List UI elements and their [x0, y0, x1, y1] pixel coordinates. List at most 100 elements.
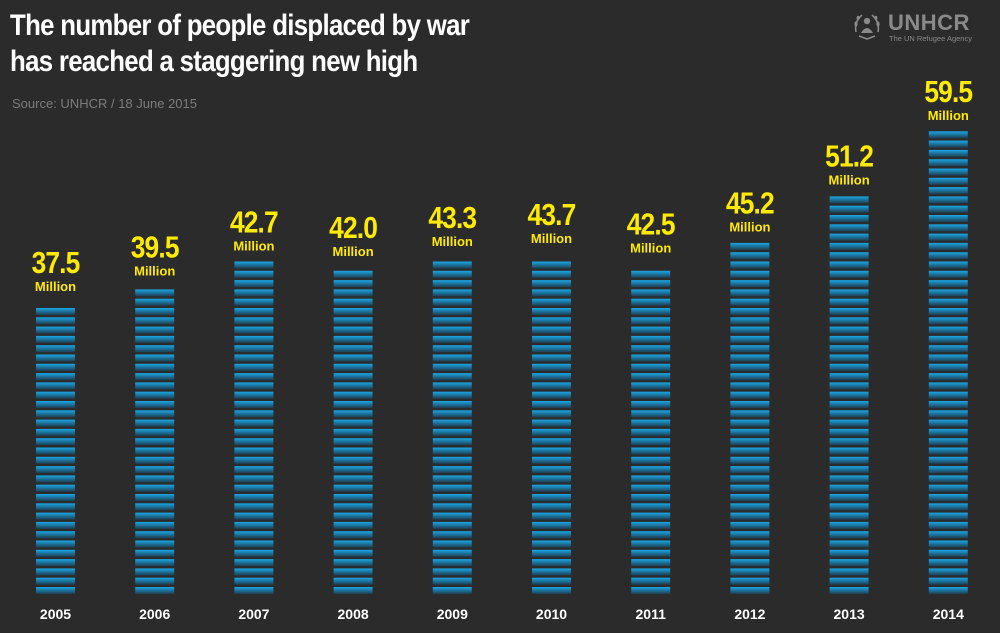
- bar-segment: [234, 373, 274, 381]
- bar-segment: [135, 373, 175, 381]
- bar-segment: [829, 466, 869, 474]
- bar-segment: [928, 503, 968, 511]
- bar-segment: [234, 512, 274, 520]
- bar-segment: [928, 168, 968, 176]
- bar-segment: [631, 568, 671, 576]
- bar-segment: [631, 447, 671, 455]
- bar-segment: [631, 456, 671, 464]
- x-tick-label: 2011: [636, 606, 667, 622]
- value-label: 43.7: [528, 198, 576, 232]
- value-label: 51.2: [825, 140, 873, 174]
- bar-segment: [730, 317, 770, 325]
- bar-segment: [829, 391, 869, 399]
- source-note: Source: UNHCR / 18 June 2015: [12, 96, 197, 111]
- bar-segment: [135, 577, 175, 585]
- bar-segment: [234, 438, 274, 446]
- bar-segment: [829, 419, 869, 427]
- bar-segment: [829, 456, 869, 464]
- bar-segment: [333, 559, 373, 567]
- bar-segment: [829, 438, 869, 446]
- bar-segment: [36, 549, 75, 557]
- bar-segment: [432, 466, 472, 474]
- bar-segment: [135, 354, 175, 362]
- bar-segment: [631, 382, 671, 390]
- bar-segment: [730, 559, 770, 567]
- logo-tagline: The UN Refugee Agency: [889, 34, 972, 43]
- bar-segment: [333, 531, 373, 539]
- bar-segment: [829, 289, 869, 297]
- unit-label: Million: [134, 264, 175, 279]
- bar-segment: [829, 494, 869, 501]
- x-tick-label: 2014: [933, 606, 964, 622]
- bar-segment: [730, 494, 770, 501]
- bar-segment: [234, 568, 274, 576]
- bar-segment: [631, 540, 671, 548]
- bar-segment: [532, 317, 571, 325]
- bar-segment: [829, 308, 869, 315]
- bar-segment: [333, 521, 373, 529]
- bar-segment: [730, 521, 770, 529]
- bar-segment: [928, 224, 968, 232]
- bar-segment: [432, 428, 472, 436]
- bar-segment: [432, 391, 472, 399]
- bar-segment: [928, 438, 968, 446]
- bar-segment: [432, 484, 472, 492]
- bar-segment: [928, 233, 968, 241]
- bar-segment: [532, 568, 571, 576]
- bar-segment: [135, 531, 175, 539]
- bar-segment: [928, 270, 968, 278]
- bar-segment: [333, 373, 373, 381]
- bar-segment: [829, 373, 869, 381]
- bar-segment: [234, 521, 274, 529]
- bar-segment: [829, 345, 869, 353]
- bar-segment: [333, 447, 373, 455]
- bar-segment: [333, 484, 373, 492]
- bar-segment: [928, 373, 968, 381]
- bar-segment: [333, 345, 373, 353]
- bar-segment: [234, 354, 274, 362]
- bar: [36, 308, 75, 594]
- bar-segment: [829, 298, 869, 306]
- bar-segment: [135, 326, 175, 334]
- bar-segment: [234, 410, 274, 418]
- bar-segment: [928, 242, 968, 250]
- bar-segment: [135, 540, 175, 548]
- value-label: 42.7: [230, 206, 278, 240]
- bar-segment: [532, 410, 571, 418]
- bar-segment: [829, 410, 869, 418]
- bar-segment: [432, 521, 472, 529]
- bar-segment: [36, 466, 75, 474]
- bar-segment: [135, 391, 175, 399]
- bar-segment: [829, 484, 869, 492]
- bar-segment: [36, 410, 75, 418]
- bar-segment: [432, 568, 472, 576]
- bar-segment: [928, 363, 968, 371]
- bar-segment: [333, 326, 373, 334]
- bar-segment: [829, 326, 869, 334]
- bar-segment: [928, 428, 968, 436]
- bar-segment: [730, 456, 770, 464]
- bar-segment: [928, 215, 968, 222]
- bar-segment: [532, 308, 571, 315]
- bar-segment: [234, 363, 274, 371]
- value-label: 45.2: [726, 186, 774, 220]
- bar-segment: [730, 512, 770, 520]
- bar-segment: [631, 391, 671, 399]
- bar-segment: [135, 308, 175, 315]
- bar-segment: [532, 298, 571, 306]
- bar-segment: [36, 345, 75, 353]
- bar-segment: [432, 587, 472, 594]
- bar-segment: [631, 308, 671, 315]
- bar-segment: [730, 382, 770, 390]
- bar-segment: [432, 363, 472, 371]
- bar-segment: [631, 559, 671, 567]
- bar-segment: [234, 428, 274, 436]
- bar-segment: [730, 419, 770, 427]
- bar-segment: [532, 401, 571, 408]
- chart-title-line-2: has reached a staggering new high: [10, 45, 418, 78]
- bar-segment: [928, 577, 968, 585]
- bar-segment: [730, 373, 770, 381]
- bar-segment: [432, 373, 472, 381]
- bar-segment: [333, 280, 373, 288]
